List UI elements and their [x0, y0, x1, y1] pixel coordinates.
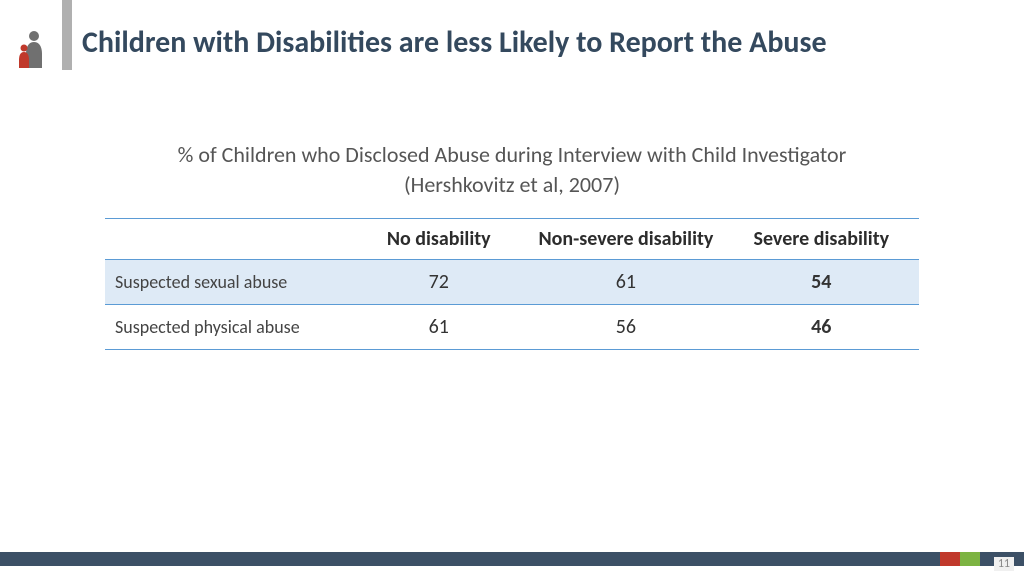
cell: 61: [528, 260, 723, 305]
cell: 61: [349, 305, 528, 350]
row-label: Suspected physical abuse: [105, 305, 349, 350]
slide: Children with Disabilities are less Like…: [0, 0, 1024, 576]
cell: 46: [724, 305, 919, 350]
page-number: 11: [994, 557, 1014, 571]
col-header: No disability: [349, 219, 528, 260]
col-header: [105, 219, 349, 260]
table-header-row: No disability Non-severe disability Seve…: [105, 219, 919, 260]
footer-accent-red: [940, 552, 960, 566]
table-row: Suspected sexual abuse 72 61 54: [105, 260, 919, 305]
logo-icon: [12, 28, 52, 68]
row-label: Suspected sexual abuse: [105, 260, 349, 305]
table-caption: % of Children who Disclosed Abuse during…: [140, 140, 884, 199]
footer-accent-green: [960, 552, 980, 566]
slide-title: Children with Disabilities are less Like…: [82, 24, 964, 62]
col-header: Non-severe disability: [528, 219, 723, 260]
left-accent-bar: [62, 0, 72, 70]
cell: 72: [349, 260, 528, 305]
footer-bar: [0, 552, 1024, 566]
col-header: Severe disability: [724, 219, 919, 260]
cell: 54: [724, 260, 919, 305]
cell: 56: [528, 305, 723, 350]
data-table: No disability Non-severe disability Seve…: [105, 218, 919, 350]
table-row: Suspected physical abuse 61 56 46: [105, 305, 919, 350]
